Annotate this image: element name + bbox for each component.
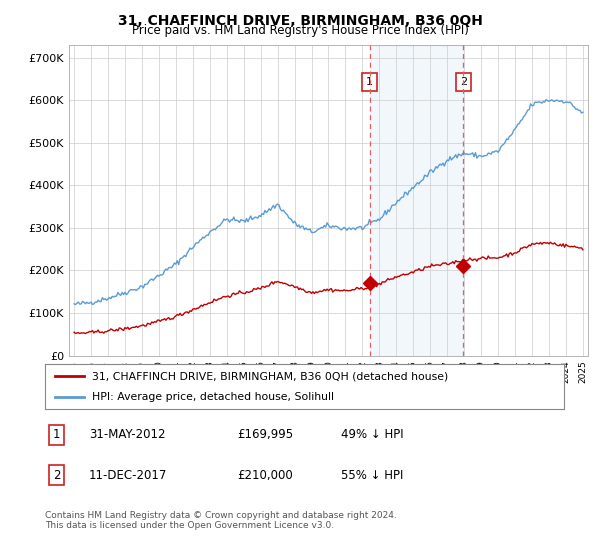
Text: £210,000: £210,000 bbox=[237, 469, 293, 482]
Text: 49% ↓ HPI: 49% ↓ HPI bbox=[341, 428, 403, 441]
Text: Contains HM Land Registry data © Crown copyright and database right 2024.
This d: Contains HM Land Registry data © Crown c… bbox=[45, 511, 397, 530]
Text: 2: 2 bbox=[53, 469, 60, 482]
Bar bbox=[370, 45, 463, 356]
Text: 31, CHAFFINCH DRIVE, BIRMINGHAM, B36 0QH: 31, CHAFFINCH DRIVE, BIRMINGHAM, B36 0QH bbox=[118, 14, 482, 28]
Text: 31-MAY-2012: 31-MAY-2012 bbox=[89, 428, 166, 441]
Text: 11-DEC-2017: 11-DEC-2017 bbox=[89, 469, 167, 482]
Text: 1: 1 bbox=[366, 77, 373, 87]
Text: 2: 2 bbox=[460, 77, 467, 87]
Text: 55% ↓ HPI: 55% ↓ HPI bbox=[341, 469, 403, 482]
Text: 31, CHAFFINCH DRIVE, BIRMINGHAM, B36 0QH (detached house): 31, CHAFFINCH DRIVE, BIRMINGHAM, B36 0QH… bbox=[92, 371, 448, 381]
Text: Price paid vs. HM Land Registry's House Price Index (HPI): Price paid vs. HM Land Registry's House … bbox=[131, 24, 469, 37]
Text: HPI: Average price, detached house, Solihull: HPI: Average price, detached house, Soli… bbox=[92, 391, 334, 402]
Text: £169,995: £169,995 bbox=[237, 428, 293, 441]
Text: 1: 1 bbox=[53, 428, 60, 441]
